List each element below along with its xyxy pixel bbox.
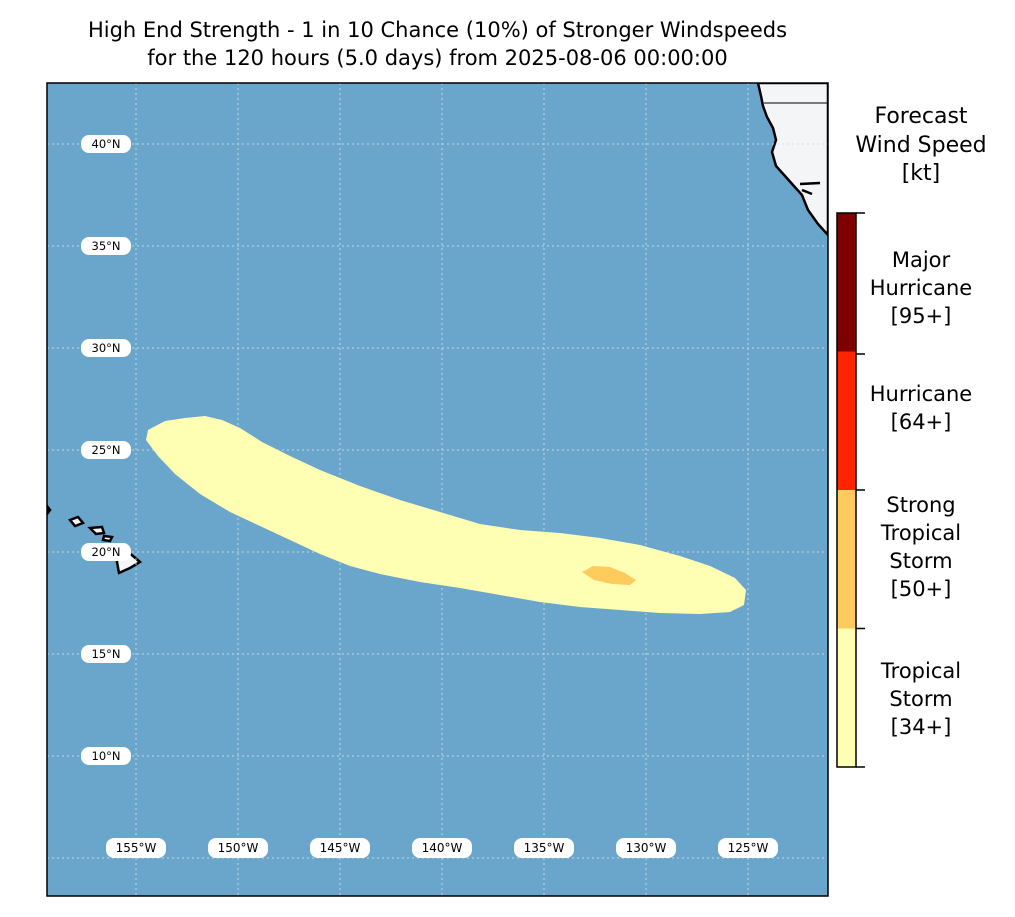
category-tropical-storm-line-1: Tropical — [880, 659, 962, 683]
lat-label-35n: 35°N — [92, 239, 121, 253]
longitude-labels: 155°W 150°W 145°W 140°W 135°W 130°W 125°… — [106, 838, 778, 858]
tropical-storm-swath — [146, 416, 746, 614]
colorbar-segment-major-hurricane — [837, 213, 856, 352]
lat-label-40n: 40°N — [92, 137, 121, 151]
colorbar — [836, 212, 865, 768]
category-hurricane-line-1: Hurricane — [869, 382, 973, 406]
north-america-land — [756, 83, 828, 237]
category-tropical-storm-line-3: [34+] — [890, 715, 952, 739]
lat-label-15n: 15°N — [92, 647, 121, 661]
colorbar-segment-strong-tropical-storm — [837, 490, 856, 629]
category-major-hurricane-line-3: [95+] — [890, 304, 952, 328]
lat-label-30n: 30°N — [92, 341, 121, 355]
lon-label-125w: 125°W — [728, 841, 769, 855]
lon-label-145w: 145°W — [320, 841, 361, 855]
lat-label-10n: 10°N — [92, 749, 121, 763]
colorbar-title-line-2: Wind Speed — [855, 133, 987, 158]
lon-label-135w: 135°W — [524, 841, 565, 855]
chart-title-line-2: for the 120 hours (5.0 days) from 2025-0… — [147, 46, 728, 70]
colorbar-title-line-1: Forecast — [874, 104, 968, 129]
lon-label-130w: 130°W — [626, 841, 667, 855]
colorbar-ticks — [856, 212, 865, 768]
lon-label-150w: 150°W — [218, 841, 259, 855]
category-tropical-storm-line-2: Storm — [889, 687, 953, 711]
strong-tropical-storm-swath — [582, 566, 636, 585]
category-strong-ts-line-2: Tropical — [880, 521, 962, 545]
colorbar-segment-tropical-storm — [837, 628, 856, 767]
map-frame — [46, 82, 829, 897]
category-major-hurricane-line-2: Hurricane — [869, 276, 973, 300]
category-hurricane-line-2: [64+] — [890, 410, 952, 434]
colorbar-title-line-3: [kt] — [901, 161, 941, 186]
ocean-background — [47, 83, 828, 896]
category-strong-ts-line-1: Strong — [886, 493, 956, 517]
coastline-bay — [799, 181, 821, 196]
category-strong-ts-line-4: [50+] — [890, 577, 952, 601]
lat-label-25n: 25°N — [92, 443, 121, 457]
category-strong-ts-line-3: Storm — [889, 549, 953, 573]
lat-label-20n: 20°N — [92, 545, 121, 559]
latitude-labels: 40°N 35°N 30°N 25°N 20°N 15°N 10°N — [81, 135, 131, 765]
category-major-hurricane-line-1: Major — [891, 248, 951, 272]
colorbar-segment-hurricane — [837, 351, 856, 490]
chart-title-line-1: High End Strength - 1 in 10 Chance (10%)… — [87, 18, 788, 42]
lon-label-155w: 155°W — [116, 841, 157, 855]
lon-label-140w: 140°W — [422, 841, 463, 855]
